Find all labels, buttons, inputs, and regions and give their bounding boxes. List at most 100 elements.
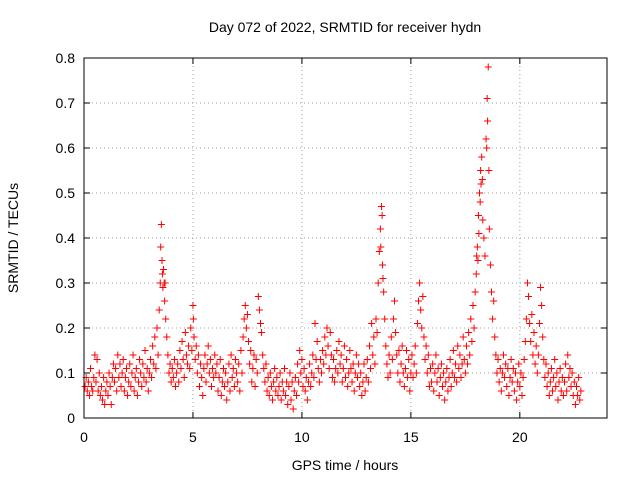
data-point	[457, 374, 465, 381]
data-point	[90, 374, 98, 381]
data-point	[104, 392, 112, 399]
data-point	[174, 360, 182, 368]
data-point	[289, 405, 297, 413]
data-point	[207, 383, 215, 390]
data-point	[157, 221, 165, 228]
data-point	[470, 324, 478, 332]
data-point	[175, 378, 183, 386]
data-point	[122, 365, 130, 372]
data-point	[137, 369, 145, 377]
data-point	[484, 117, 492, 125]
data-point	[297, 369, 305, 377]
data-point	[301, 387, 309, 395]
data-point	[286, 369, 294, 377]
x-tick-label: 0	[80, 429, 88, 445]
data-point	[141, 347, 149, 354]
data-point	[146, 356, 154, 363]
data-point	[460, 356, 468, 363]
data-point	[562, 360, 570, 368]
data-point	[223, 396, 231, 404]
data-point	[418, 324, 426, 332]
data-point	[412, 369, 420, 377]
data-point	[120, 387, 128, 395]
data-point	[165, 369, 173, 377]
data-point	[383, 360, 391, 368]
data-point	[509, 365, 517, 372]
data-point	[552, 383, 560, 390]
data-point	[254, 293, 262, 300]
data-point	[358, 392, 366, 399]
data-point	[553, 369, 561, 377]
data-point	[134, 378, 142, 386]
data-point	[330, 356, 338, 363]
data-point	[379, 275, 387, 282]
data-point	[519, 374, 527, 381]
data-point	[442, 378, 450, 386]
data-point	[128, 369, 136, 377]
data-point	[447, 383, 455, 390]
data-point	[152, 365, 160, 372]
data-point	[160, 266, 168, 273]
data-point	[242, 324, 250, 332]
data-point	[561, 378, 569, 386]
y-tick-label: 0.6	[56, 140, 76, 156]
data-point	[385, 351, 393, 359]
data-point	[295, 378, 303, 386]
data-point	[96, 392, 104, 399]
data-point	[93, 356, 101, 363]
data-point	[272, 387, 280, 395]
data-point	[162, 315, 170, 323]
data-point	[117, 383, 125, 390]
data-point	[488, 288, 496, 296]
data-point	[84, 378, 92, 386]
data-point	[507, 356, 515, 363]
data-point	[276, 369, 284, 377]
y-tick-label: 0	[67, 410, 75, 426]
data-point	[142, 378, 150, 386]
data-point	[452, 360, 460, 368]
data-point	[189, 302, 197, 309]
data-point	[268, 396, 276, 404]
data-point	[161, 279, 169, 287]
data-point	[462, 342, 470, 350]
data-point	[370, 333, 378, 341]
data-point	[393, 351, 401, 359]
data-point	[518, 392, 526, 399]
data-point	[264, 374, 272, 381]
data-point	[279, 387, 287, 395]
data-point	[258, 329, 266, 336]
data-point	[357, 369, 365, 377]
data-point	[446, 356, 454, 363]
data-point	[124, 392, 132, 399]
data-point	[535, 320, 543, 327]
data-point	[506, 374, 514, 381]
data-point	[129, 351, 137, 359]
data-point	[346, 347, 354, 354]
y-tick-label: 0.4	[56, 230, 76, 246]
data-point	[477, 167, 485, 174]
data-point	[411, 342, 419, 350]
data-point	[549, 387, 557, 395]
data-point	[532, 342, 540, 350]
data-point	[81, 383, 89, 390]
data-point	[437, 360, 445, 368]
data-point	[109, 360, 117, 368]
data-point	[306, 360, 314, 368]
data-point	[302, 374, 310, 381]
data-point	[510, 387, 518, 395]
data-point	[280, 365, 288, 372]
data-point	[540, 356, 548, 363]
data-point	[338, 378, 346, 386]
data-point	[520, 356, 528, 363]
data-point	[465, 329, 473, 336]
data-point	[111, 378, 119, 386]
data-point	[222, 369, 230, 377]
data-point	[378, 212, 386, 219]
data-point	[239, 333, 247, 341]
data-point	[151, 333, 159, 341]
data-point	[471, 288, 479, 296]
data-point	[206, 356, 214, 363]
data-point	[423, 369, 431, 377]
data-point	[192, 342, 200, 350]
data-point	[400, 383, 408, 390]
